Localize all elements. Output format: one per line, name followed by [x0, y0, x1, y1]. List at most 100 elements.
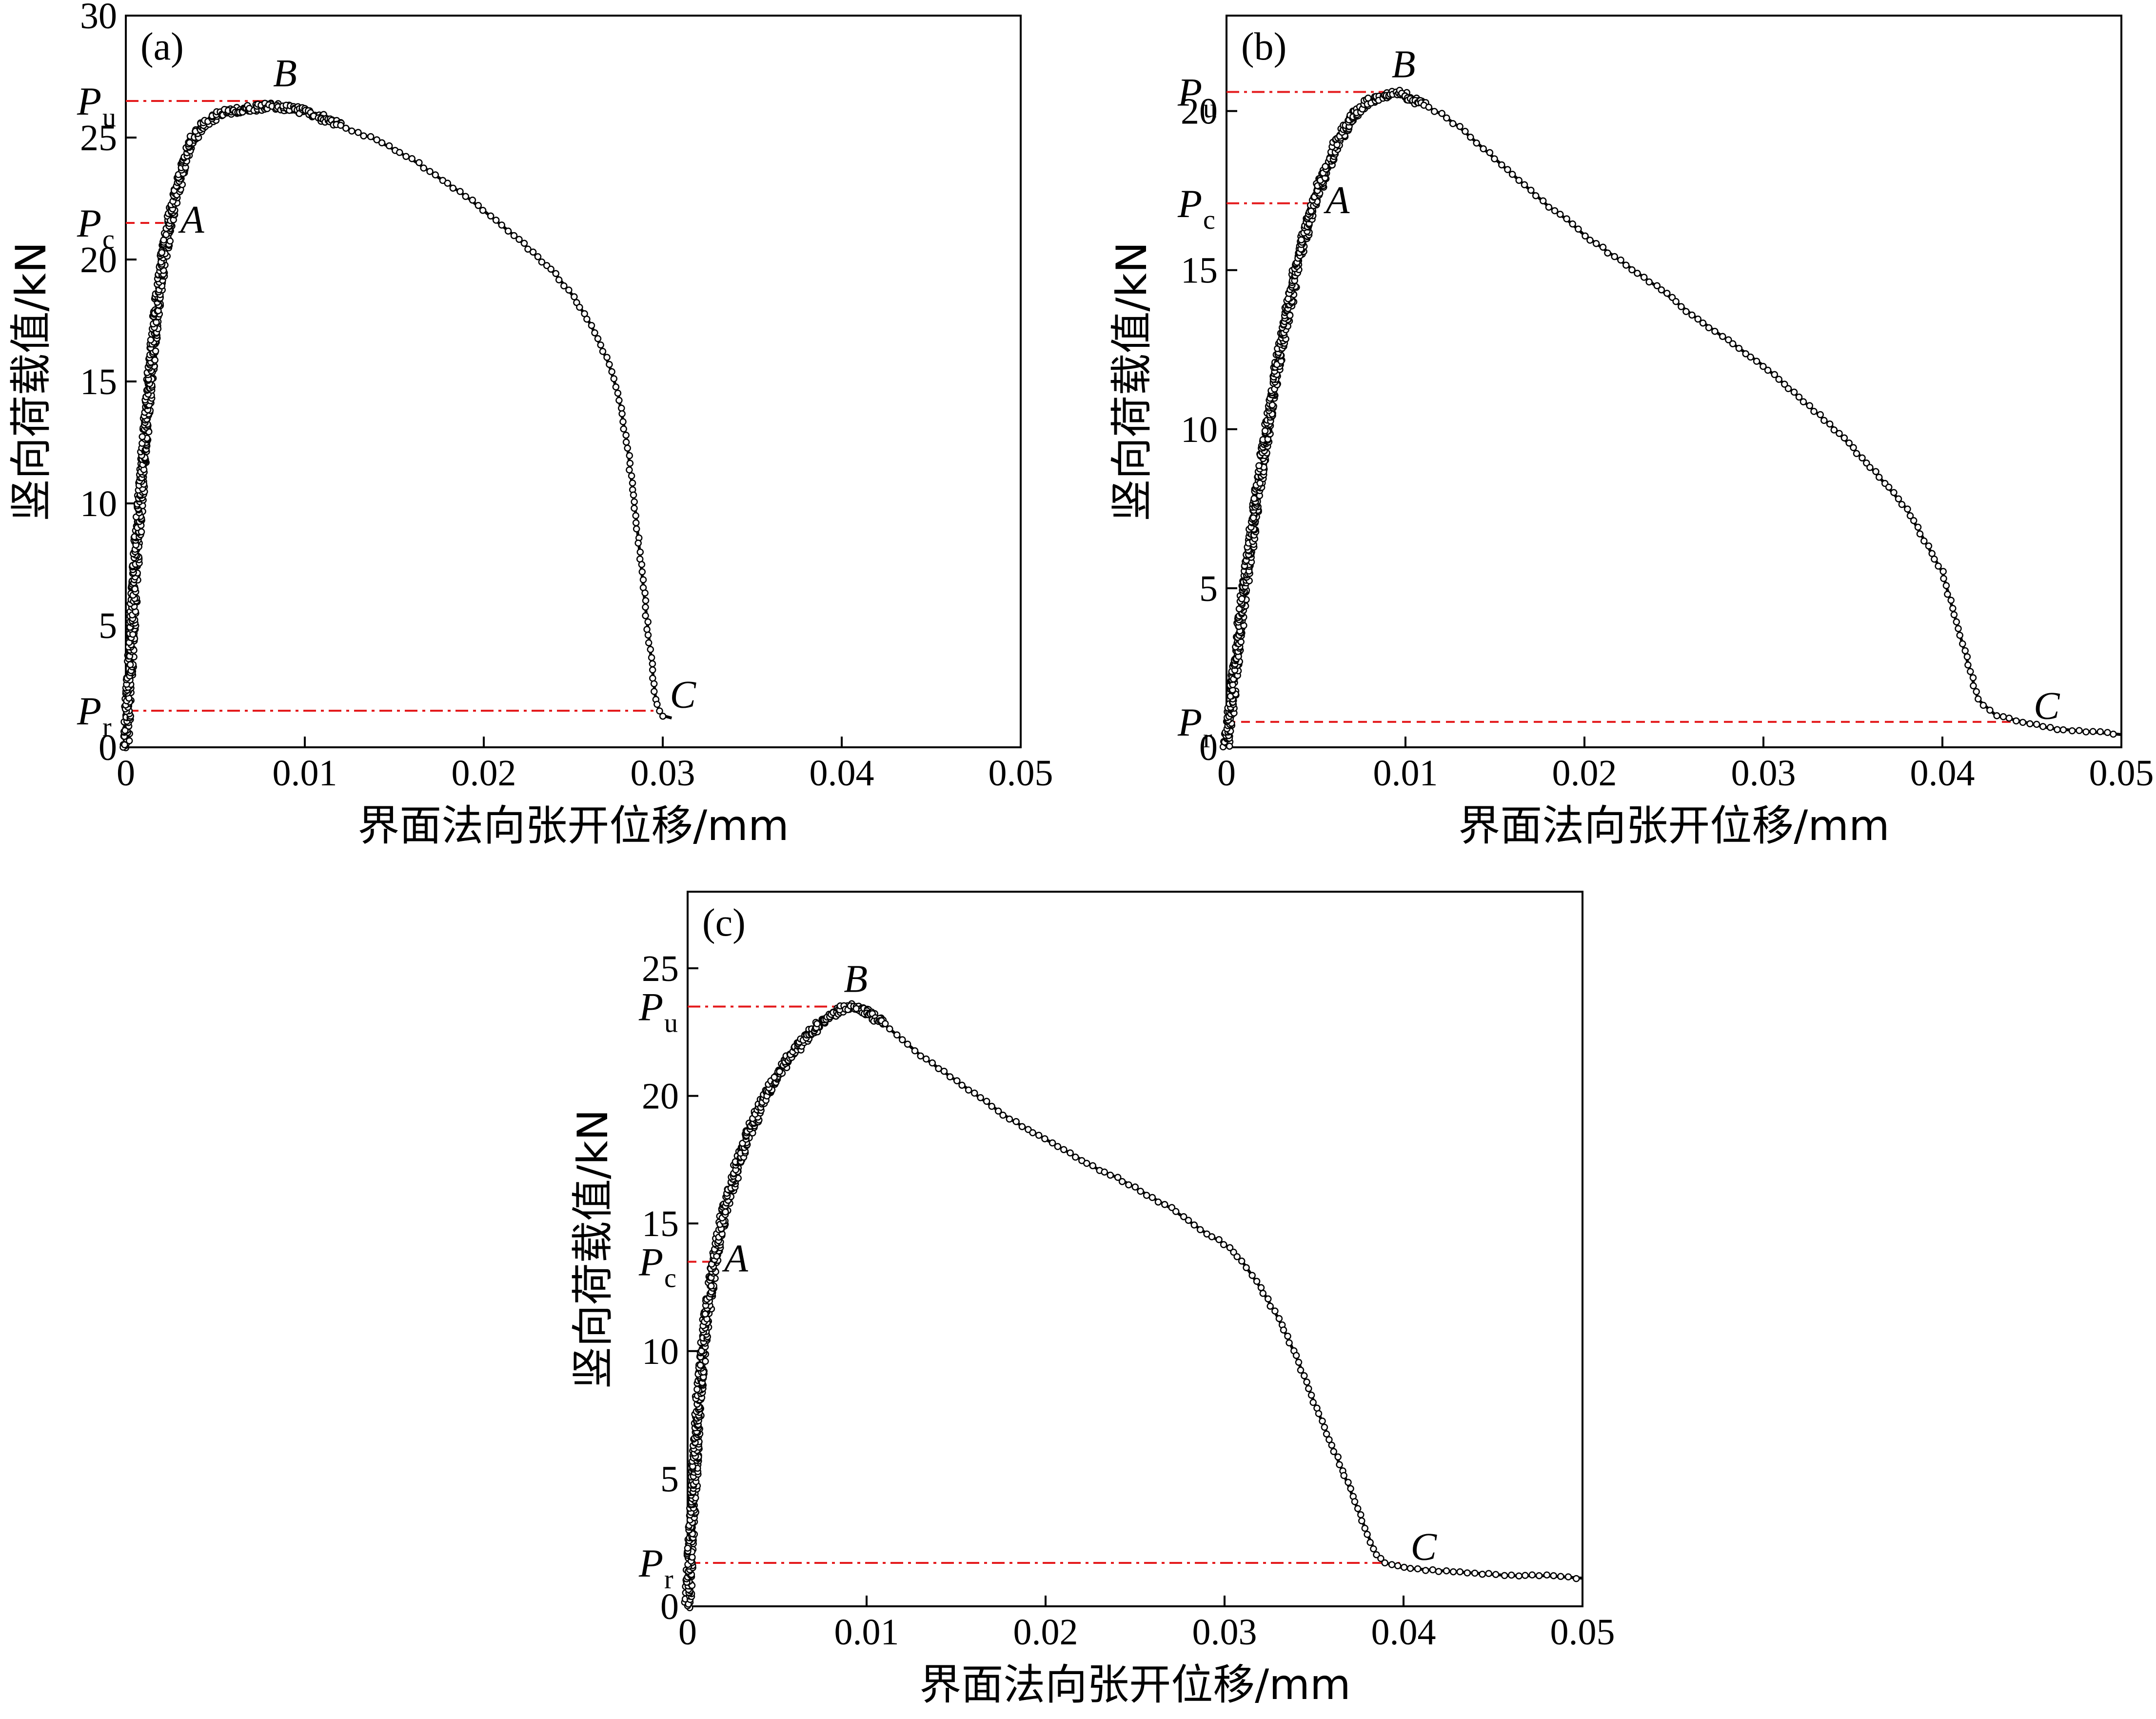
y-tick-label: 5: [99, 605, 117, 646]
data-point: [1048, 1139, 1056, 1147]
x-tick-label: 0: [1217, 753, 1236, 794]
data-point: [1464, 1569, 1471, 1577]
x-tick-label: 0.03: [1192, 1612, 1257, 1653]
data-point: [1292, 1352, 1300, 1359]
data-point: [588, 321, 595, 329]
data-point: [1301, 1372, 1308, 1379]
data-point: [1931, 556, 1938, 563]
y-tick-label: 25: [80, 118, 117, 159]
chart-panel-1: 0 0.01 0.02 0.03 0.04 0.05 0 5 10 15 20 25 30 界面法向张开位…: [7, 0, 1053, 850]
x-axis-title: 界面法向张开位移/mm: [1458, 801, 1890, 850]
data-point: [1400, 1563, 1408, 1571]
data-point: [1800, 398, 1807, 405]
data-point: [1935, 562, 1942, 570]
data-point: [638, 561, 646, 568]
data-point: [1515, 1572, 1523, 1579]
chart-panel-3: 0 0.01 0.02 0.03 0.04 0.050510152025界面法向张开位移/…: [569, 891, 1615, 1709]
data-point: [1154, 1198, 1162, 1206]
data-point: [1817, 411, 1824, 419]
data-point: [158, 249, 166, 256]
data-point: [1143, 1192, 1150, 1199]
data-point: [638, 568, 646, 576]
data-point: [2019, 719, 2027, 726]
data-point: [1747, 353, 1754, 361]
data-point: [1196, 1226, 1204, 1234]
data-point: [186, 139, 193, 146]
data-point: [1955, 625, 1962, 632]
data-point: [1956, 632, 1963, 639]
ref-subscript-pr: r: [664, 1564, 673, 1595]
ref-subscript-pr: r: [102, 712, 112, 742]
data-point: [1550, 1572, 1557, 1579]
y-tick-label: 25: [642, 948, 679, 989]
data-point: [1220, 1241, 1227, 1248]
data-point: [1118, 1178, 1126, 1185]
data-point: [487, 212, 494, 220]
plot-frame: [125, 15, 1022, 748]
data-point: [953, 1077, 961, 1084]
data-point: [166, 237, 174, 245]
data-point: [983, 1098, 990, 1105]
data-point: [1993, 712, 2000, 720]
data-point: [1486, 149, 1494, 157]
data-point: [626, 466, 633, 474]
data-point: [1449, 1568, 1457, 1576]
data-point: [1658, 286, 1665, 294]
data-point: [1640, 274, 1648, 281]
data-point: [1297, 1366, 1305, 1374]
data-point: [1190, 1221, 1198, 1229]
data-point: [606, 360, 613, 368]
data-point: [510, 232, 518, 240]
x-tick-label: 0.04: [1371, 1612, 1436, 1653]
data-point: [1072, 1153, 1079, 1161]
data-point: [1634, 270, 1641, 277]
data-point: [524, 245, 532, 253]
data-point: [647, 646, 654, 653]
x-tick-label: 0.03: [631, 753, 695, 794]
y-tick-label: 20: [1181, 91, 1218, 132]
data-point: [1967, 668, 1974, 675]
data-point: [475, 201, 482, 209]
data-point: [1961, 647, 1969, 655]
data-point: [1185, 1217, 1192, 1224]
data-point: [1250, 495, 1258, 502]
data-point: [1688, 311, 1696, 319]
data-curve: [1225, 90, 2122, 748]
data-point: [355, 129, 362, 136]
data-point: [917, 1052, 924, 1060]
data-point: [1532, 192, 1540, 200]
data-point: [1323, 1430, 1330, 1438]
data-point: [492, 217, 500, 224]
data-point: [1556, 211, 1564, 218]
data-point: [946, 1073, 954, 1080]
data-point: [1370, 1545, 1377, 1553]
data-point: [597, 341, 604, 349]
x-tick-label: 0: [678, 1612, 697, 1653]
data-point: [1820, 417, 1828, 424]
data-point: [1551, 207, 1559, 215]
data-point: [1456, 1568, 1464, 1576]
data-point: [1473, 140, 1480, 147]
data-point: [1259, 1290, 1267, 1297]
data-point: [776, 1068, 783, 1075]
y-tick-label: 10: [80, 483, 117, 524]
data-point: [1226, 742, 1233, 750]
data-point: [643, 626, 651, 633]
data-point: [958, 1081, 966, 1089]
plot-frame: [1226, 15, 2122, 748]
data-point: [1872, 468, 1879, 476]
ref-subscript-pc: c: [664, 1263, 676, 1294]
data-point: [1309, 1399, 1317, 1406]
data-point: [881, 1020, 889, 1027]
data-point: [2026, 720, 2034, 728]
y-tick-label: 30: [80, 0, 117, 37]
x-tick-label: 0.01: [1373, 753, 1438, 794]
data-point: [1970, 682, 1977, 690]
ref-symbol-pr: P: [77, 689, 101, 733]
data-point: [893, 1031, 901, 1039]
data-point: [565, 286, 573, 294]
data-point: [622, 431, 630, 439]
data-point: [1682, 308, 1690, 315]
data-point: [1543, 1571, 1551, 1579]
data-point: [1628, 266, 1636, 274]
